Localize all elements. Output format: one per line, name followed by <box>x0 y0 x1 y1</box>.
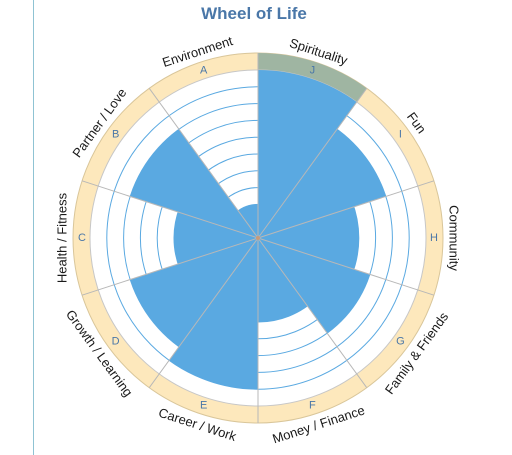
segment-letter-i: I <box>399 129 402 141</box>
value-wedge-f <box>258 238 308 322</box>
segment-letter-h: H <box>430 232 438 244</box>
value-wedge-c <box>174 212 258 264</box>
segment-divider <box>257 88 368 239</box>
segment-letter-c: C <box>78 232 86 244</box>
segment-letter-f: F <box>309 399 316 411</box>
segment-letter-a: A <box>200 65 208 77</box>
segment-letter-j: J <box>310 65 316 77</box>
segment-letter-e: E <box>200 399 207 411</box>
segment-divider <box>257 237 435 296</box>
value-wedge-h <box>258 206 359 270</box>
segment-divider <box>81 237 259 296</box>
segment-letter-b: B <box>112 129 119 141</box>
segment-divider <box>257 237 368 388</box>
chart-title: Wheel of Life <box>201 4 307 23</box>
value-wedge-b <box>130 129 258 238</box>
value-wedge-i <box>258 129 386 238</box>
segment-letter-g: G <box>396 335 405 347</box>
segment-divider <box>257 180 435 239</box>
value-wedge-j <box>258 70 357 238</box>
category-label-c: Health / Fitness <box>55 192 70 283</box>
segment-divider <box>81 180 259 239</box>
value-wedge-e <box>169 238 258 390</box>
left-divider-line <box>33 0 34 455</box>
segment-divider <box>148 237 259 388</box>
segment-divider <box>148 88 259 239</box>
value-wedge-g <box>258 238 370 334</box>
band-highlight-j <box>258 53 367 103</box>
segment-letter-d: D <box>112 335 120 347</box>
category-label-h: Community <box>447 205 462 271</box>
value-wedge-d <box>130 238 258 347</box>
center-point <box>256 236 260 240</box>
value-wedge-a <box>238 204 258 238</box>
